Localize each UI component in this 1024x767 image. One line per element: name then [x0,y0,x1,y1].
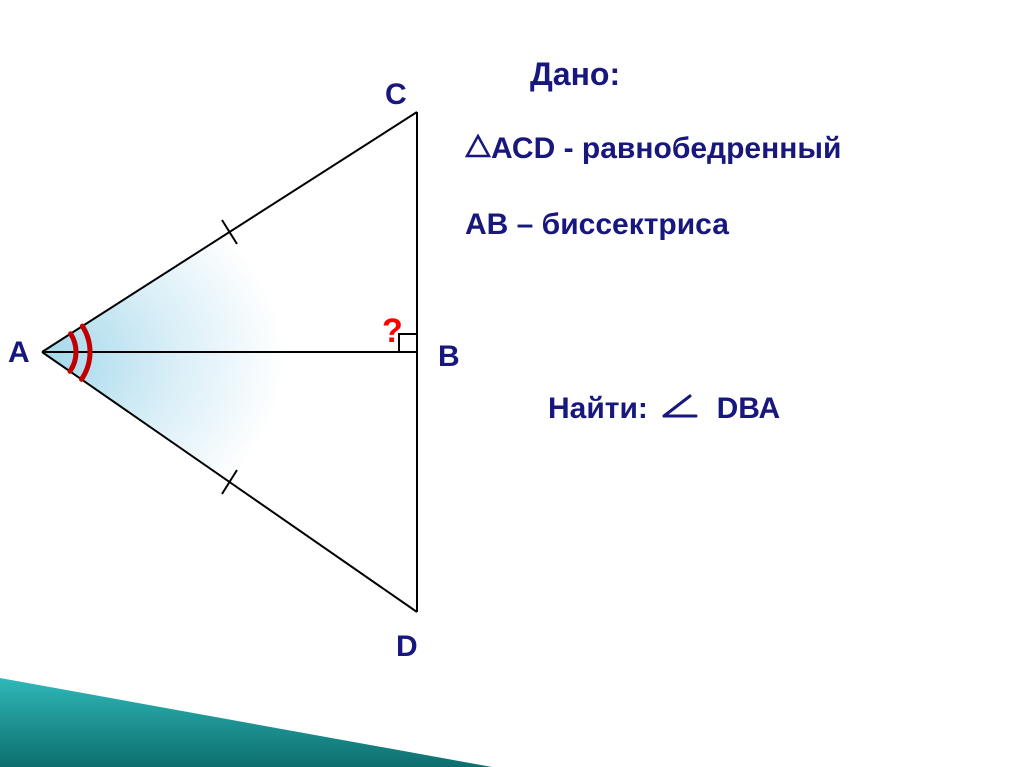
vertex-label-d: D [396,630,418,664]
given-line-1-prefix: АСD - [491,132,582,165]
given-line-2: АВ – биссектриса [465,208,729,242]
decor-corner [0,678,492,767]
vertex-label-a: A [8,336,30,370]
angle-icon [660,392,700,428]
vertex-label-c: C [385,78,407,112]
given-line-1: АСD - равнобедренный [465,132,841,166]
given-title: Дано: [530,56,620,93]
given-line-1-suffix: равнобедренный [582,132,841,165]
vertex-label-b: B [438,340,460,374]
find-angle-name: DВА [717,392,781,425]
angle-shading [0,200,420,520]
find-line: Найти: DВА [548,392,780,428]
page-svg [0,0,1024,767]
find-label: Найти: [548,392,648,425]
question-mark: ? [382,312,403,351]
triangle-icon [465,132,491,166]
